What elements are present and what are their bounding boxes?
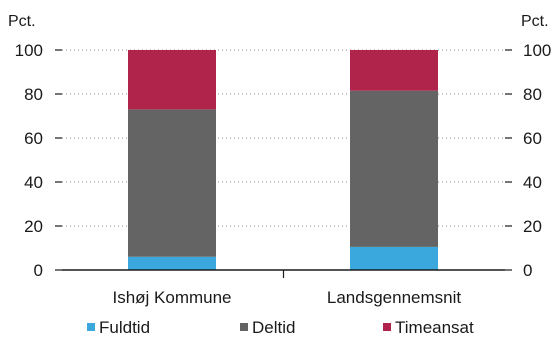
bars — [128, 50, 438, 270]
legend-label-deltid: Deltid — [252, 318, 295, 337]
y-tick-label-left: 40 — [24, 173, 43, 192]
y-axis-unit-left: Pct. — [8, 13, 36, 30]
y-tick-label-right: 40 — [523, 173, 542, 192]
labels: Pct. Pct. — [8, 13, 549, 30]
legend-swatch-timeansat — [383, 323, 391, 331]
bar-segment-timeansat — [350, 50, 438, 91]
x-category-label: Ishøj Kommune — [112, 288, 231, 307]
y-tick-label-left: 80 — [24, 85, 43, 104]
y-tick-label-right: 20 — [523, 217, 542, 236]
y-axis-unit-right: Pct. — [521, 13, 549, 30]
y-tick-label-right: 0 — [523, 261, 532, 280]
legend-label-fuldtid: Fuldtid — [99, 318, 150, 337]
y-tick-label-right: 60 — [523, 129, 542, 148]
y-tick-label-left: 100 — [15, 41, 43, 60]
legend-swatch-fuldtid — [87, 323, 95, 331]
y-tick-label-right: 100 — [523, 41, 551, 60]
y-tick-label-right: 80 — [523, 85, 542, 104]
y-tick-label-left: 0 — [34, 261, 43, 280]
bar-segment-fuldtid — [128, 256, 216, 270]
x-axis: Ishøj Kommune Landsgennemsnit — [62, 269, 505, 307]
legend-label-timeansat: Timeansat — [395, 318, 474, 337]
legend: Fuldtid Deltid Timeansat — [87, 318, 474, 337]
bar-segment-fuldtid — [350, 246, 438, 270]
y-axis-ticks: 0 0 20 20 40 40 60 60 80 80 100 100 — [15, 41, 552, 280]
bar-segment-timeansat — [128, 50, 216, 110]
bar-segment-deltid — [128, 109, 216, 257]
x-category-label: Landsgennemsnit — [327, 288, 461, 307]
y-tick-label-left: 60 — [24, 129, 43, 148]
legend-swatch-deltid — [240, 323, 248, 331]
bar-segment-deltid — [350, 90, 438, 247]
y-tick-label-left: 20 — [24, 217, 43, 236]
